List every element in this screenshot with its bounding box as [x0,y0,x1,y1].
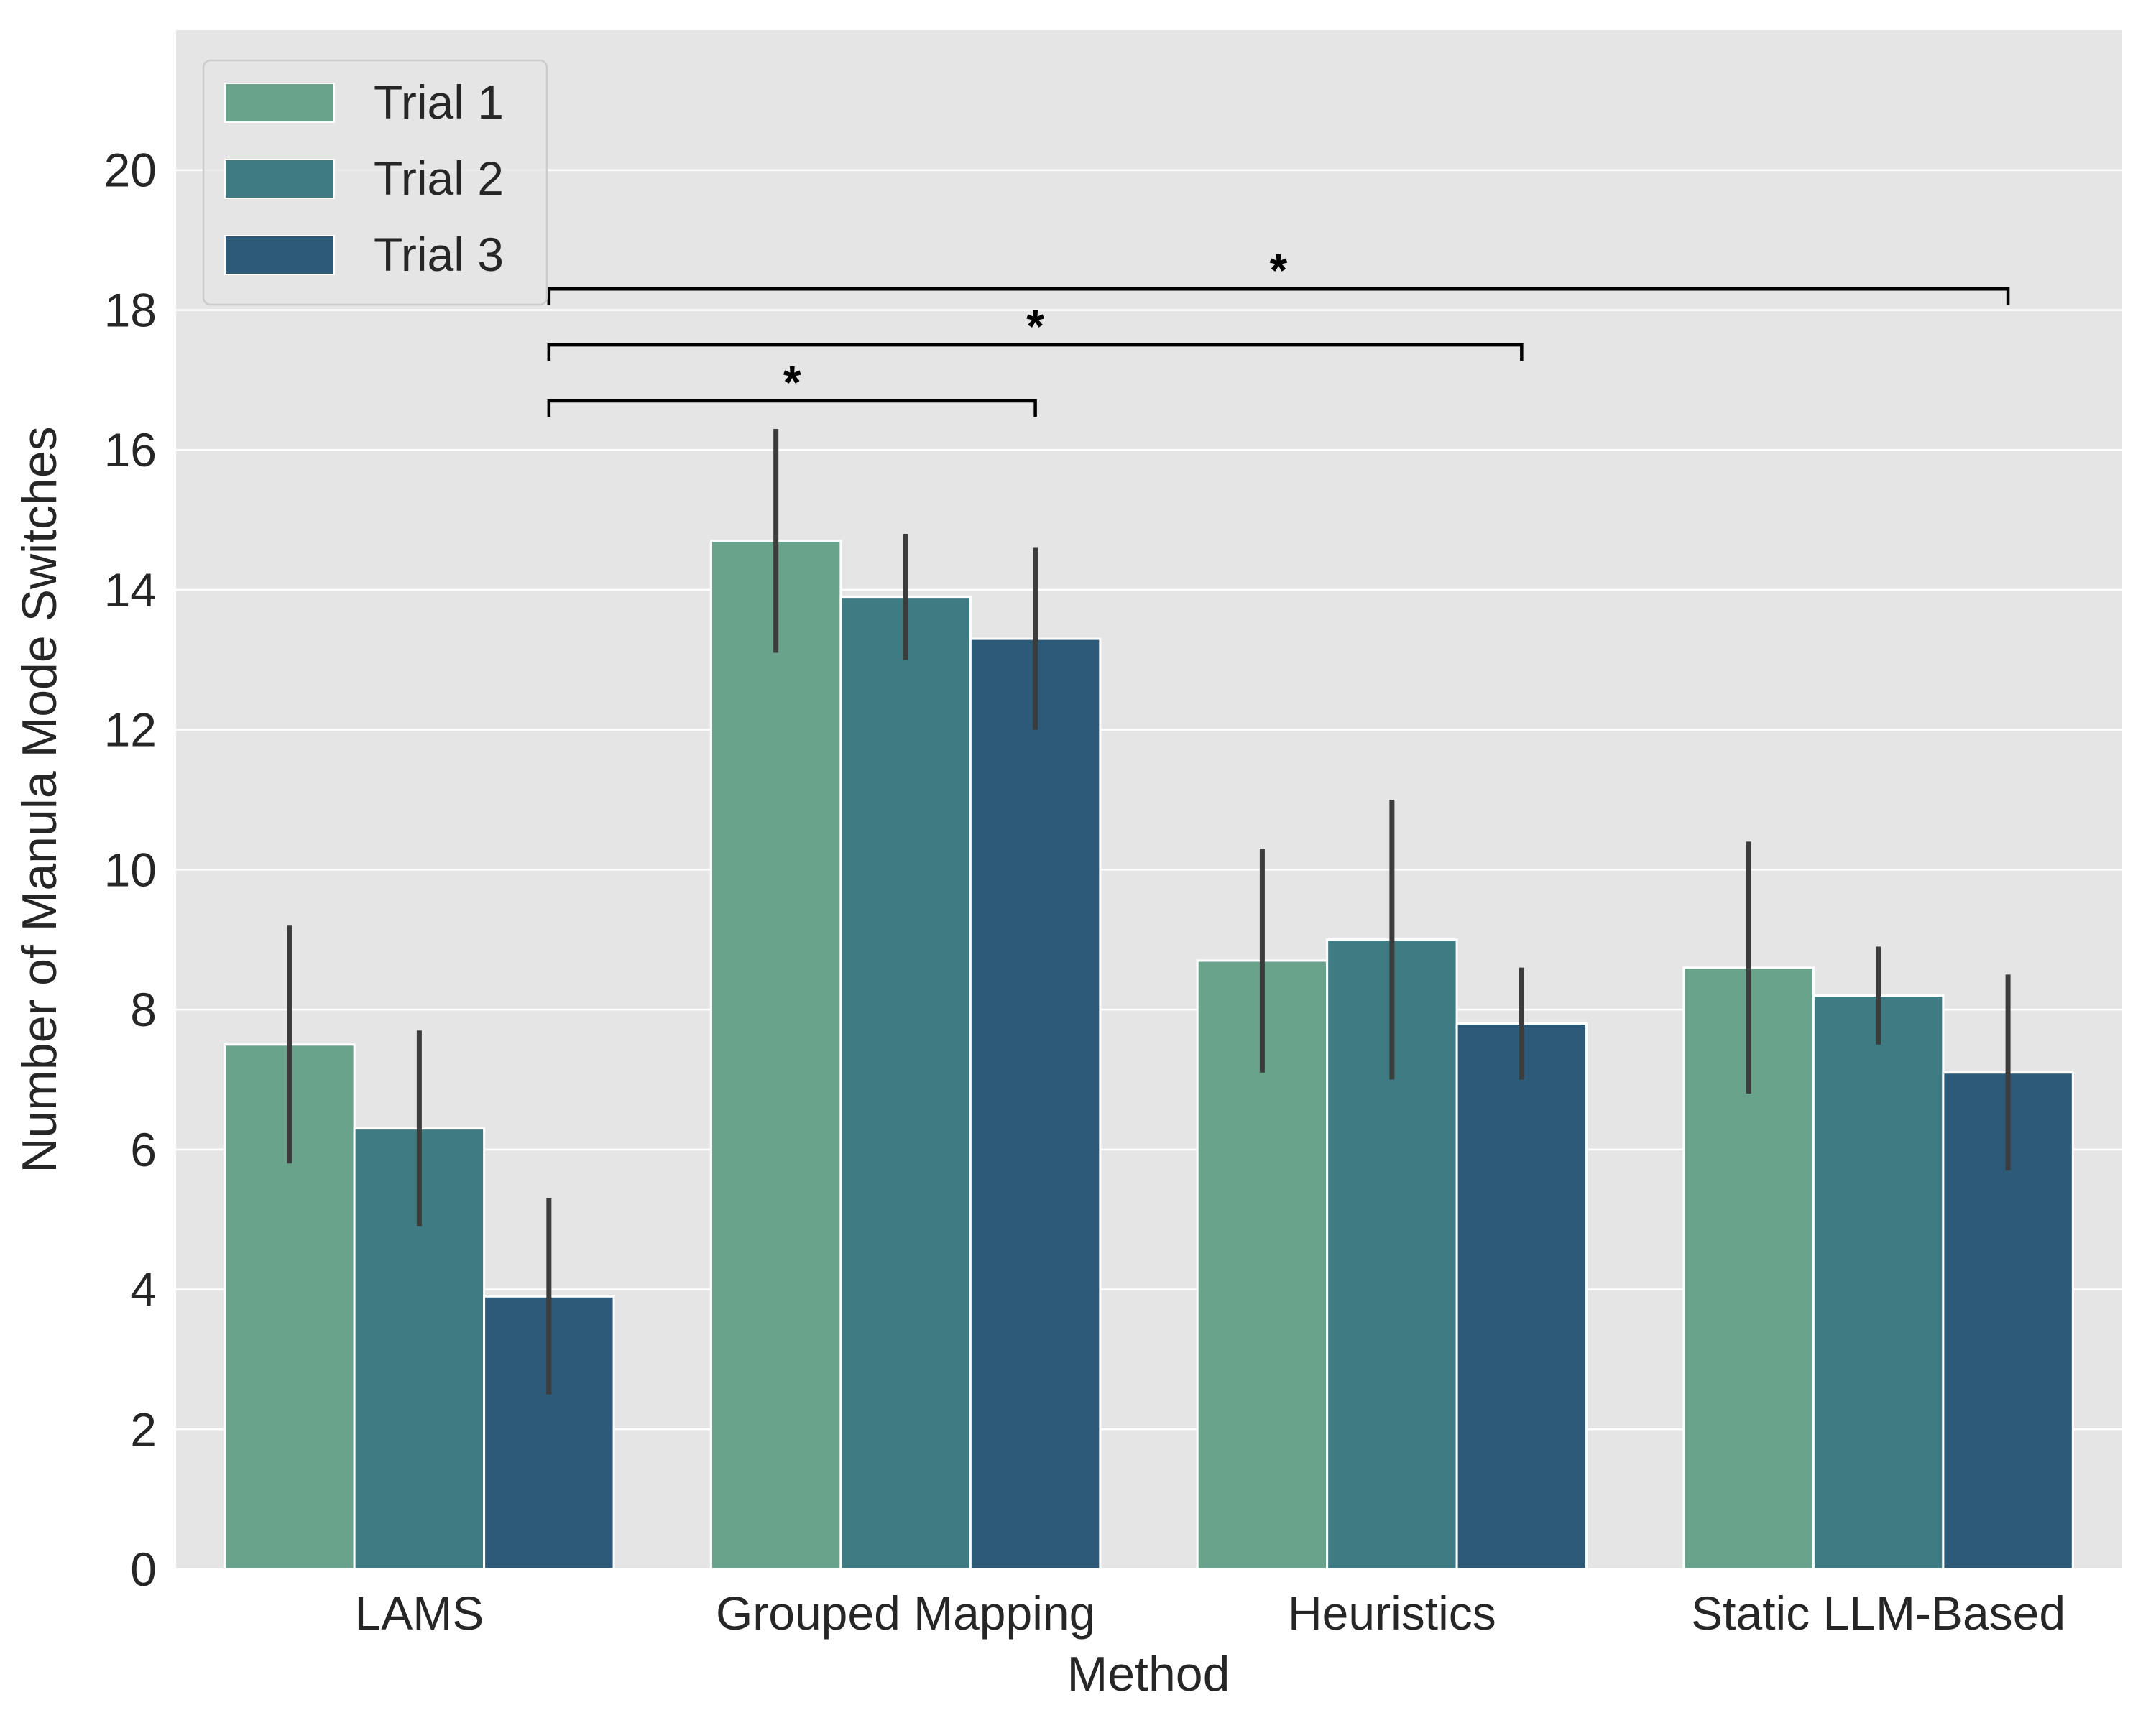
legend-label: Trial 3 [374,228,504,281]
significance-brackets: * * * [547,244,2010,417]
legend-swatch [224,83,335,123]
y-tick-label: 2 [130,1403,157,1456]
x-tick-labels: LAMS Grouped Mapping Heuristics Static LLM-… [355,1586,2066,1640]
x-tick-label: LAMS [355,1586,484,1640]
y-tick-label: 12 [104,703,157,757]
legend-label: Trial 2 [374,152,504,205]
x-tick-label: Heuristics [1288,1586,1496,1640]
significance-bracket [547,399,1037,417]
y-tick-label: 6 [130,1123,157,1176]
error-bars [287,428,2011,1395]
significance-star: * [1270,244,1288,296]
y-tick-label: 14 [104,563,157,616]
y-tick-label: 20 [104,144,157,197]
bars [224,540,2074,1571]
y-tick-label: 8 [130,983,157,1036]
bar [1812,994,1945,1571]
gridlines [176,169,2122,1571]
bar [839,596,972,1571]
y-axis-title: Number of Manula Mode Switches [12,426,67,1173]
legend-swatch [224,235,335,275]
y-tick-labels: 0 2 4 6 8 10 12 14 16 18 20 [104,144,157,1596]
significance-star: * [783,356,801,408]
significance-bracket [547,343,1524,361]
y-tick-label: 10 [104,843,157,896]
legend-label: Trial 1 [374,75,504,129]
y-tick-label: 4 [130,1263,157,1316]
legend-swatch [224,159,335,199]
bar [969,637,1102,1571]
bar [1455,1022,1588,1571]
x-axis-title: Method [1067,1647,1230,1701]
y-tick-label: 16 [104,423,157,476]
significance-star: * [1026,300,1044,352]
bar [709,540,842,1571]
legend: Trial 1 Trial 2 Trial 3 [202,59,548,306]
x-tick-label: Grouped Mapping [716,1586,1095,1640]
significance-bracket [547,287,2010,305]
x-tick-label: Static LLM-Based [1691,1586,2065,1640]
y-tick-label: 0 [130,1543,157,1596]
y-tick-label: 18 [104,283,157,336]
